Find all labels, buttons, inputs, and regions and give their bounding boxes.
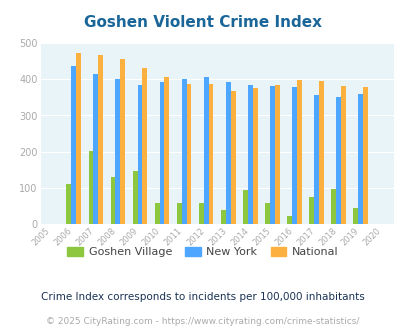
Legend: Goshen Village, New York, National: Goshen Village, New York, National: [63, 243, 342, 262]
Bar: [93, 75, 98, 224]
Bar: [274, 85, 279, 224]
Bar: [264, 203, 269, 224]
Bar: [352, 209, 357, 224]
Bar: [247, 85, 252, 224]
Bar: [225, 82, 230, 224]
Bar: [220, 210, 225, 224]
Bar: [286, 216, 291, 224]
Bar: [198, 203, 203, 224]
Bar: [159, 82, 164, 224]
Bar: [186, 84, 191, 224]
Bar: [330, 189, 335, 224]
Bar: [252, 88, 257, 224]
Bar: [181, 79, 186, 224]
Bar: [176, 203, 181, 224]
Bar: [203, 77, 208, 224]
Bar: [357, 94, 362, 224]
Bar: [76, 53, 81, 224]
Bar: [154, 203, 159, 224]
Bar: [243, 189, 247, 224]
Text: Crime Index corresponds to incidents per 100,000 inhabitants: Crime Index corresponds to incidents per…: [41, 292, 364, 302]
Bar: [120, 59, 125, 224]
Bar: [164, 77, 169, 224]
Bar: [291, 87, 296, 224]
Bar: [340, 86, 345, 224]
Bar: [137, 84, 142, 224]
Bar: [98, 55, 103, 224]
Bar: [88, 151, 93, 224]
Bar: [230, 91, 235, 224]
Bar: [309, 197, 313, 224]
Bar: [115, 79, 120, 224]
Bar: [66, 184, 71, 224]
Bar: [208, 84, 213, 224]
Bar: [362, 87, 367, 224]
Bar: [313, 95, 318, 224]
Text: © 2025 CityRating.com - https://www.cityrating.com/crime-statistics/: © 2025 CityRating.com - https://www.city…: [46, 317, 359, 326]
Bar: [318, 82, 323, 224]
Bar: [296, 80, 301, 224]
Bar: [142, 68, 147, 224]
Bar: [269, 86, 274, 224]
Bar: [110, 177, 115, 224]
Bar: [132, 171, 137, 224]
Bar: [335, 97, 340, 224]
Bar: [71, 67, 76, 224]
Text: Goshen Violent Crime Index: Goshen Violent Crime Index: [84, 15, 321, 30]
